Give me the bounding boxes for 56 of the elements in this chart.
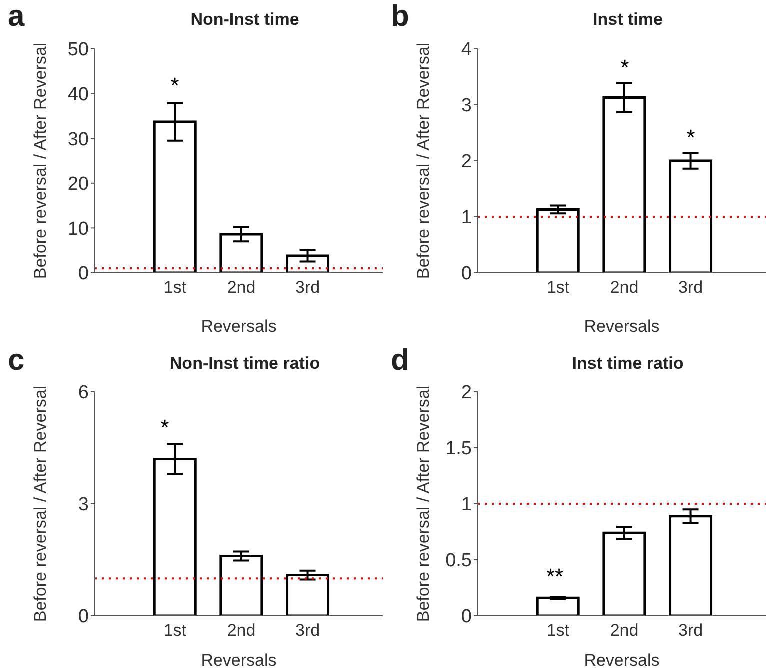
y-tick-label: 4 [461,40,472,61]
annotation: * [620,55,630,81]
x-axis-title: Reversals [584,651,660,668]
bar [220,555,264,616]
y-tick-label: 40 [68,84,89,106]
y-tick-label: 2 [461,152,472,173]
x-tick-label: 2nd [610,621,639,640]
y-tick-label: 2 [461,382,472,404]
y-axis-title: Before reversal / After Reversal [414,42,434,280]
bar [536,596,580,616]
x-tick-label: 3rd [296,621,320,640]
x-tick-label: 3rd [296,278,320,298]
chart-title: Non-Inst time [190,10,300,29]
y-tick-label: 1.5 [446,438,472,460]
text: d [391,344,410,378]
y-tick-label: 3 [78,494,89,516]
y-tick-label: 1 [461,494,472,516]
x-tick-label: 1st [546,621,570,640]
y-tick-label: 0 [461,264,472,285]
x-tick-label: 1st [164,278,187,298]
x-axis-title: Reversals [201,317,277,336]
x-tick-label: 3rd [678,278,704,298]
y-axis-title: Before reversal / After Reversal [414,386,434,622]
chart-title: Non-Inst time ratio [170,354,320,373]
y-tick-label: 1 [461,208,472,229]
y-tick-label: 6 [78,382,89,404]
y-tick-label: 0 [78,264,89,285]
y-tick-label: 0 [461,606,472,628]
annotation: * [170,73,180,99]
y-tick-label: 20 [68,174,89,196]
x-tick-label: 2nd [227,621,256,640]
x-tick-label: 1st [164,621,187,640]
y-tick-label: 0.5 [446,550,472,572]
x-axis-title: Reversals [201,651,277,668]
y-tick-label: 10 [68,218,89,240]
text: a [8,0,25,34]
y-tick-label: 0 [78,606,89,628]
x-tick-label: 1st [546,278,570,298]
x-tick-label: 2nd [610,278,639,298]
y-tick-label: 50 [68,40,89,61]
bar [536,208,580,273]
x-tick-label: 2nd [227,278,256,298]
x-tick-label: 3rd [678,621,704,640]
bar [286,574,330,616]
text: c [8,344,25,378]
y-axis-title: Before reversal / After Reversal [31,42,50,280]
annotation: * [160,415,170,441]
annotation: ** [546,564,564,590]
y-tick-label: 3 [461,96,472,117]
chart-title: Inst time [592,10,664,30]
y-axis-title: Before reversal / After Reversal [31,386,50,622]
chart-title: Inst time ratio [571,354,685,374]
annotation: * [686,125,696,151]
text: b [391,0,410,34]
y-tick-label: 30 [68,129,89,150]
x-axis-title: Reversals [584,317,660,336]
